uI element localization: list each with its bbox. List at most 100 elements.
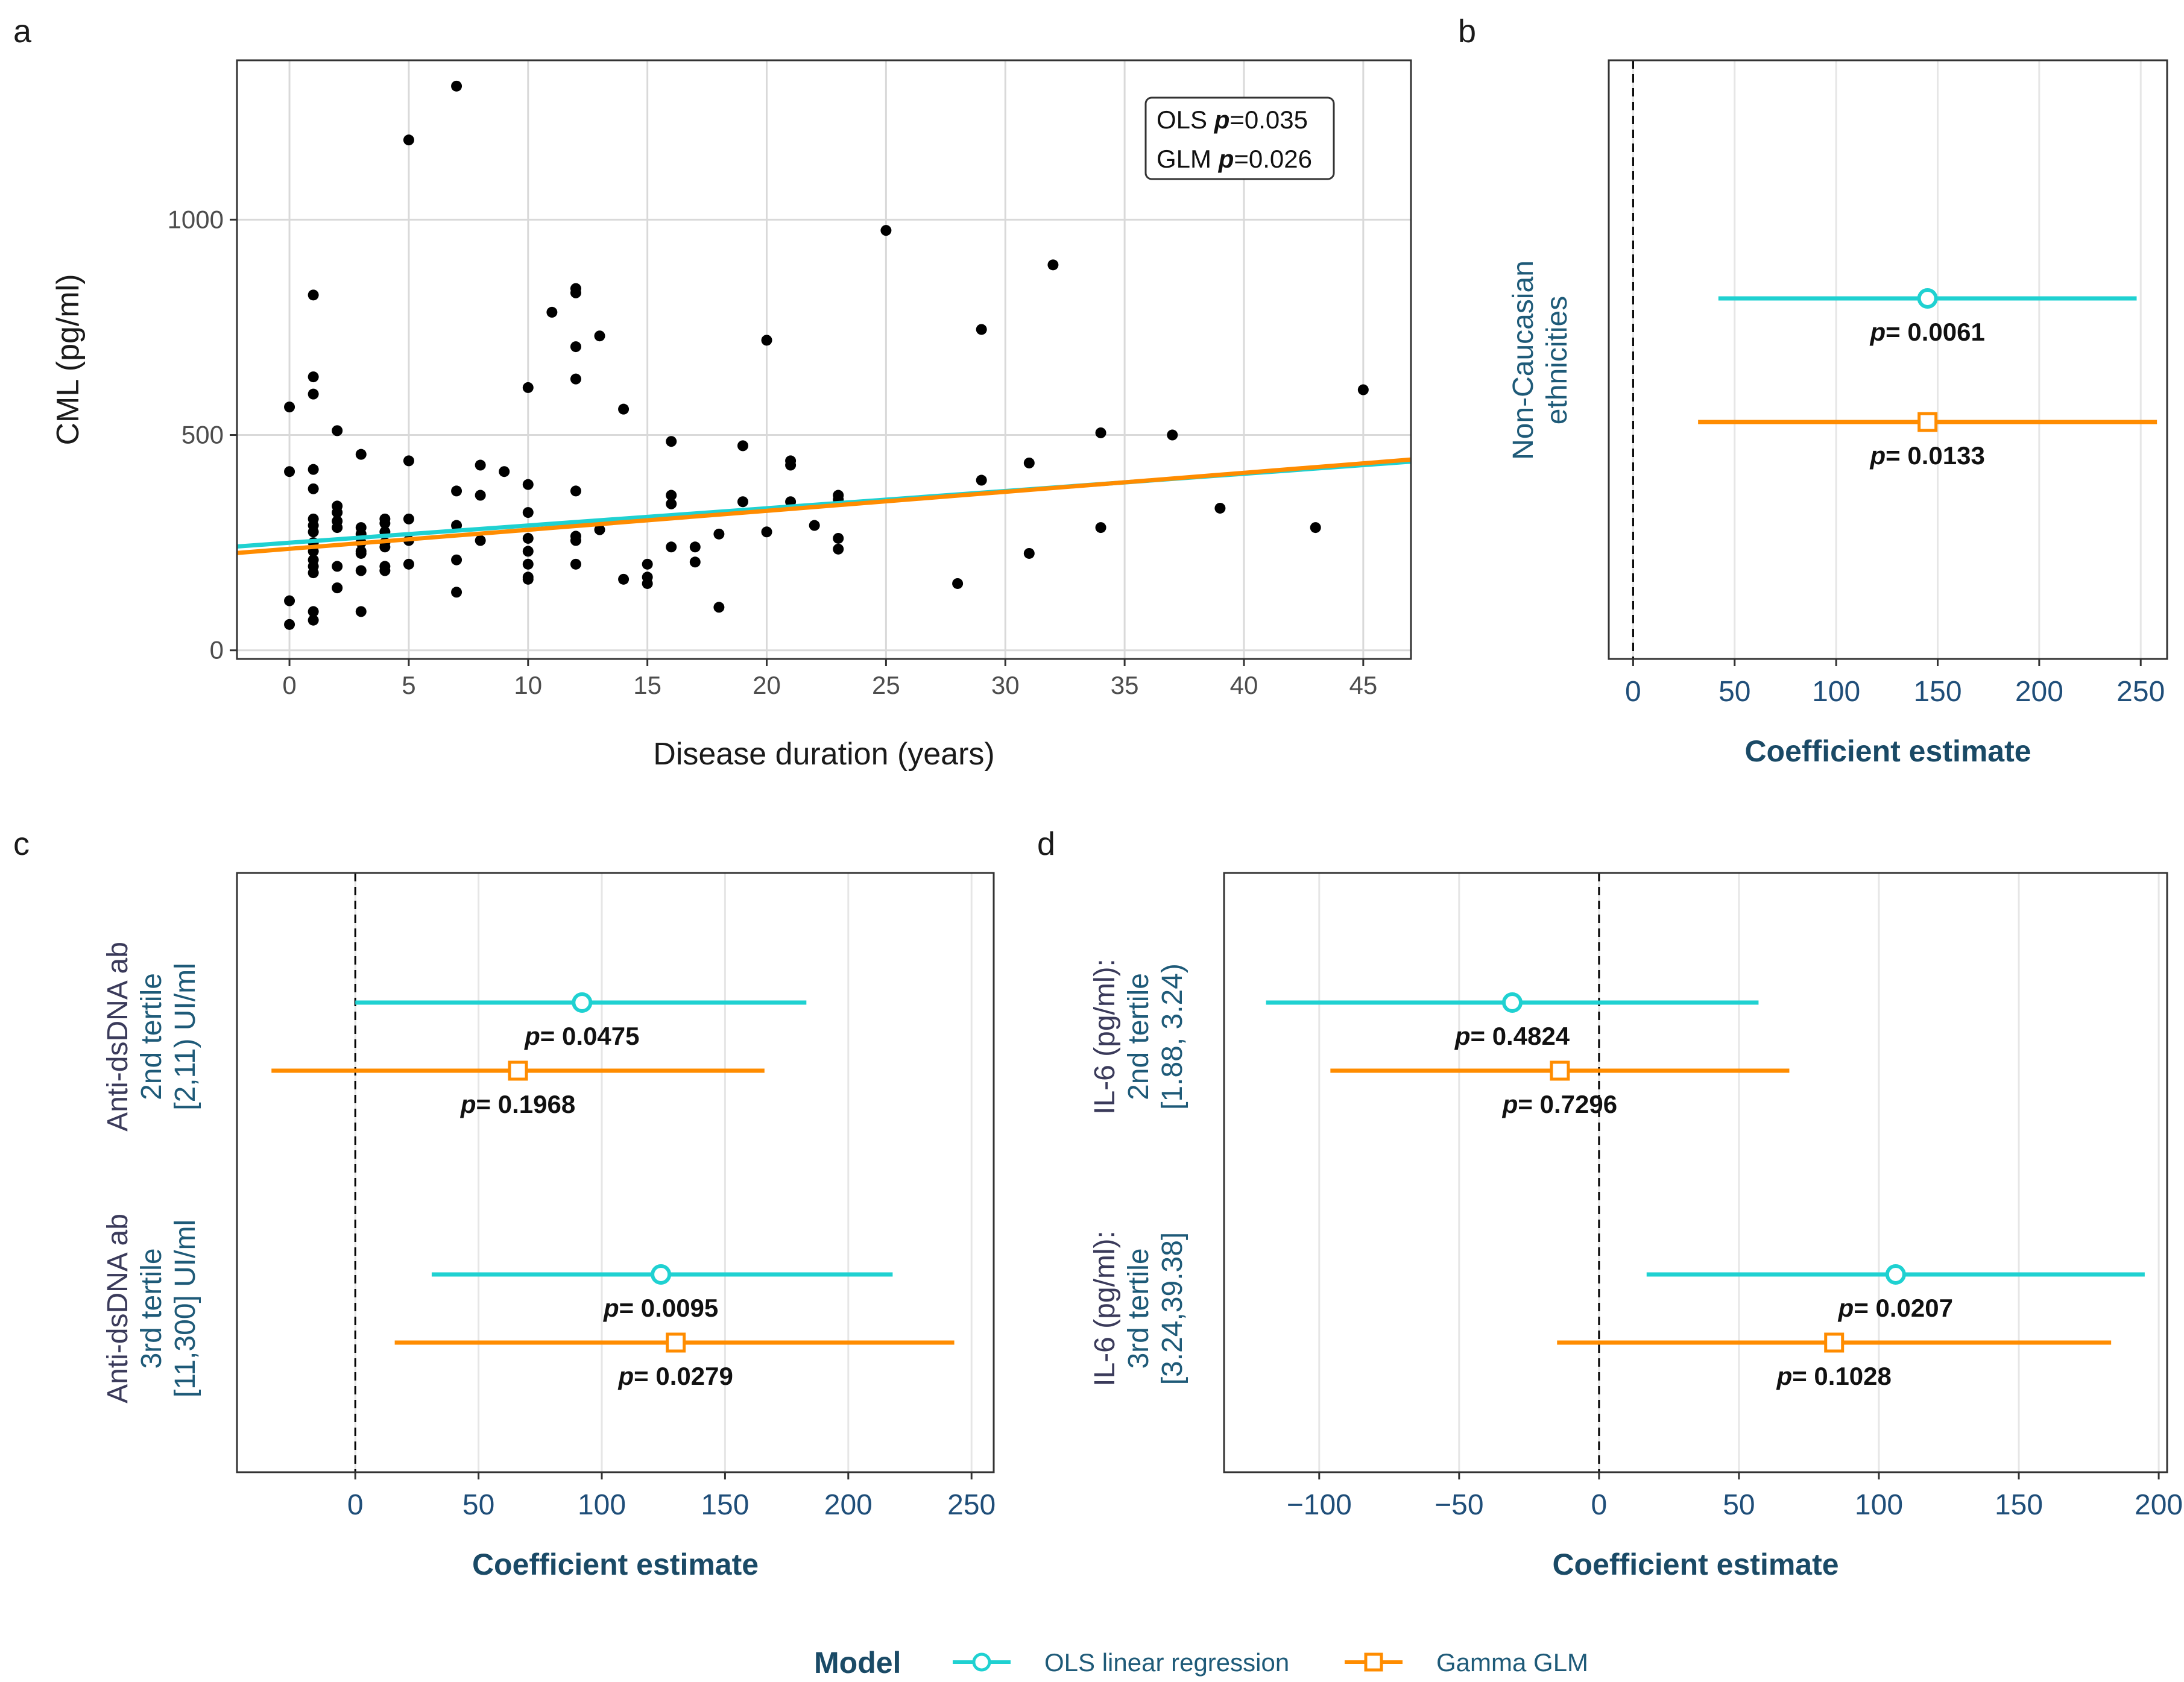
- a-point: [332, 425, 343, 436]
- a-point: [666, 436, 677, 447]
- c-p-value-label-p-number: = 0.0475: [540, 1022, 640, 1050]
- d-p-value-label-p-symbol: p: [1776, 1362, 1793, 1390]
- a-point: [451, 80, 462, 92]
- a-x-tick-label: 20: [753, 671, 781, 699]
- a-point: [308, 606, 319, 617]
- a-point: [451, 554, 462, 565]
- a-point: [403, 455, 414, 467]
- a-point: [332, 507, 343, 518]
- a-point: [522, 479, 534, 490]
- c-plot-border: [236, 872, 995, 1473]
- b-row-label: ethnicities: [1541, 296, 1573, 424]
- a-point: [284, 619, 295, 630]
- a-point: [403, 134, 414, 146]
- c-p-value-label: p= 0.0095: [603, 1294, 718, 1322]
- a-point: [737, 496, 748, 508]
- b-p-value-label-p-symbol: p: [1869, 441, 1886, 470]
- c-p-value-label: p= 0.0475: [524, 1022, 639, 1050]
- d-estimate-marker-ols: [1885, 1264, 1906, 1285]
- c-row-label: 2nd tertile: [136, 973, 168, 1100]
- a-point: [570, 558, 581, 570]
- a-fit-line-glm: [236, 457, 1412, 555]
- a-point: [809, 520, 820, 531]
- a-point: [833, 543, 844, 555]
- a-point: [594, 524, 605, 535]
- b-p-value-label-p-number: = 0.0061: [1886, 318, 1985, 346]
- b-p-value-label: p= 0.0061: [1869, 318, 1984, 346]
- c-p-value-label: p= 0.1968: [460, 1090, 575, 1118]
- a-y-tick-label: 0: [210, 636, 224, 664]
- d-p-value-label-p-symbol: p: [1454, 1022, 1471, 1050]
- c-row-label: [2,11) UI/ml: [169, 963, 201, 1110]
- c-x-tick-label: 200: [824, 1489, 873, 1521]
- b-p-value-label-p-symbol: p: [1869, 318, 1886, 346]
- a-point: [308, 289, 319, 301]
- a-point: [308, 371, 319, 383]
- a-annotation-model: GLM: [1157, 145, 1219, 173]
- d-estimate-marker-glm: [1550, 1060, 1570, 1081]
- a-x-axis-title: Disease duration (years): [653, 737, 994, 772]
- a-point: [713, 528, 725, 540]
- d-estimate-marker-ols: [1502, 992, 1523, 1013]
- c-p-value-label-p-symbol: p: [603, 1294, 619, 1322]
- a-point: [522, 546, 534, 557]
- a-point: [308, 567, 319, 579]
- d-p-value-label-p-number: = 0.0207: [1854, 1294, 1953, 1322]
- a-point: [666, 490, 677, 501]
- a-point: [308, 614, 319, 626]
- a-point: [713, 602, 725, 613]
- panel-letter-d: d: [1037, 826, 1055, 862]
- d-x-tick-label: 200: [2135, 1489, 2183, 1521]
- d-row-label: IL-6 (pg/ml):: [1089, 959, 1121, 1115]
- a-point: [403, 513, 414, 524]
- a-point: [1214, 502, 1226, 514]
- a-point: [570, 535, 581, 546]
- b-estimate-marker-glm: [1917, 412, 1938, 432]
- b-x-tick-label: 100: [1812, 676, 1860, 708]
- a-x-tick-label: 40: [1230, 671, 1258, 699]
- a-annotation-line-2: GLM p=0.026: [1157, 145, 1312, 173]
- d-x-tick-label: 150: [1995, 1489, 2043, 1521]
- a-point: [451, 485, 462, 497]
- a-point: [332, 582, 343, 594]
- a-y-tick-label: 500: [181, 421, 224, 449]
- d-x-tick-label: 0: [1591, 1489, 1608, 1521]
- b-row-label: Non-Caucasian: [1507, 260, 1539, 460]
- c-p-value-label-p-number: = 0.0095: [619, 1294, 719, 1322]
- a-point: [976, 474, 987, 486]
- a-plot-border: [236, 59, 1412, 660]
- a-point: [666, 541, 677, 553]
- d-row-label: [1.88, 3.24): [1157, 963, 1188, 1110]
- a-y-axis-title: CML (pg/ml): [51, 274, 86, 445]
- a-point: [475, 535, 486, 546]
- a-annotation-p-value: =0.035: [1229, 106, 1308, 134]
- a-point: [1023, 547, 1035, 559]
- b-x-axis-title: Coefficient estimate: [1744, 734, 2031, 768]
- c-row-label: [11,300] UI/ml: [169, 1220, 201, 1397]
- b-p-value-label: p= 0.0133: [1869, 441, 1984, 470]
- a-point: [332, 522, 343, 534]
- c-p-value-label-p-symbol: p: [524, 1022, 540, 1050]
- b-estimate-marker-ols: [1917, 288, 1938, 309]
- c-x-tick-label: 250: [947, 1489, 996, 1521]
- a-point: [546, 306, 558, 318]
- a-point: [308, 526, 319, 538]
- a-point: [642, 578, 653, 589]
- a-point: [570, 485, 581, 497]
- a-x-tick-label: 5: [402, 671, 415, 699]
- b-x-tick-label: 250: [2116, 676, 2165, 708]
- d-p-value-label: p= 0.7296: [1502, 1090, 1617, 1118]
- d-plot-border: [1223, 872, 2168, 1473]
- d-p-value-label: p= 0.4824: [1454, 1022, 1570, 1050]
- a-point: [379, 565, 391, 576]
- a-point: [522, 382, 534, 393]
- c-x-axis-title: Coefficient estimate: [472, 1548, 759, 1581]
- d-x-tick-label: −50: [1434, 1489, 1483, 1521]
- panel-letter-b: b: [1458, 13, 1476, 49]
- a-annotation-p-value: =0.026: [1234, 145, 1312, 173]
- a-point: [522, 507, 534, 518]
- a-x-tick-label: 0: [282, 671, 296, 699]
- a-annotation-p-symbol: p: [1214, 106, 1230, 134]
- a-point: [761, 335, 772, 346]
